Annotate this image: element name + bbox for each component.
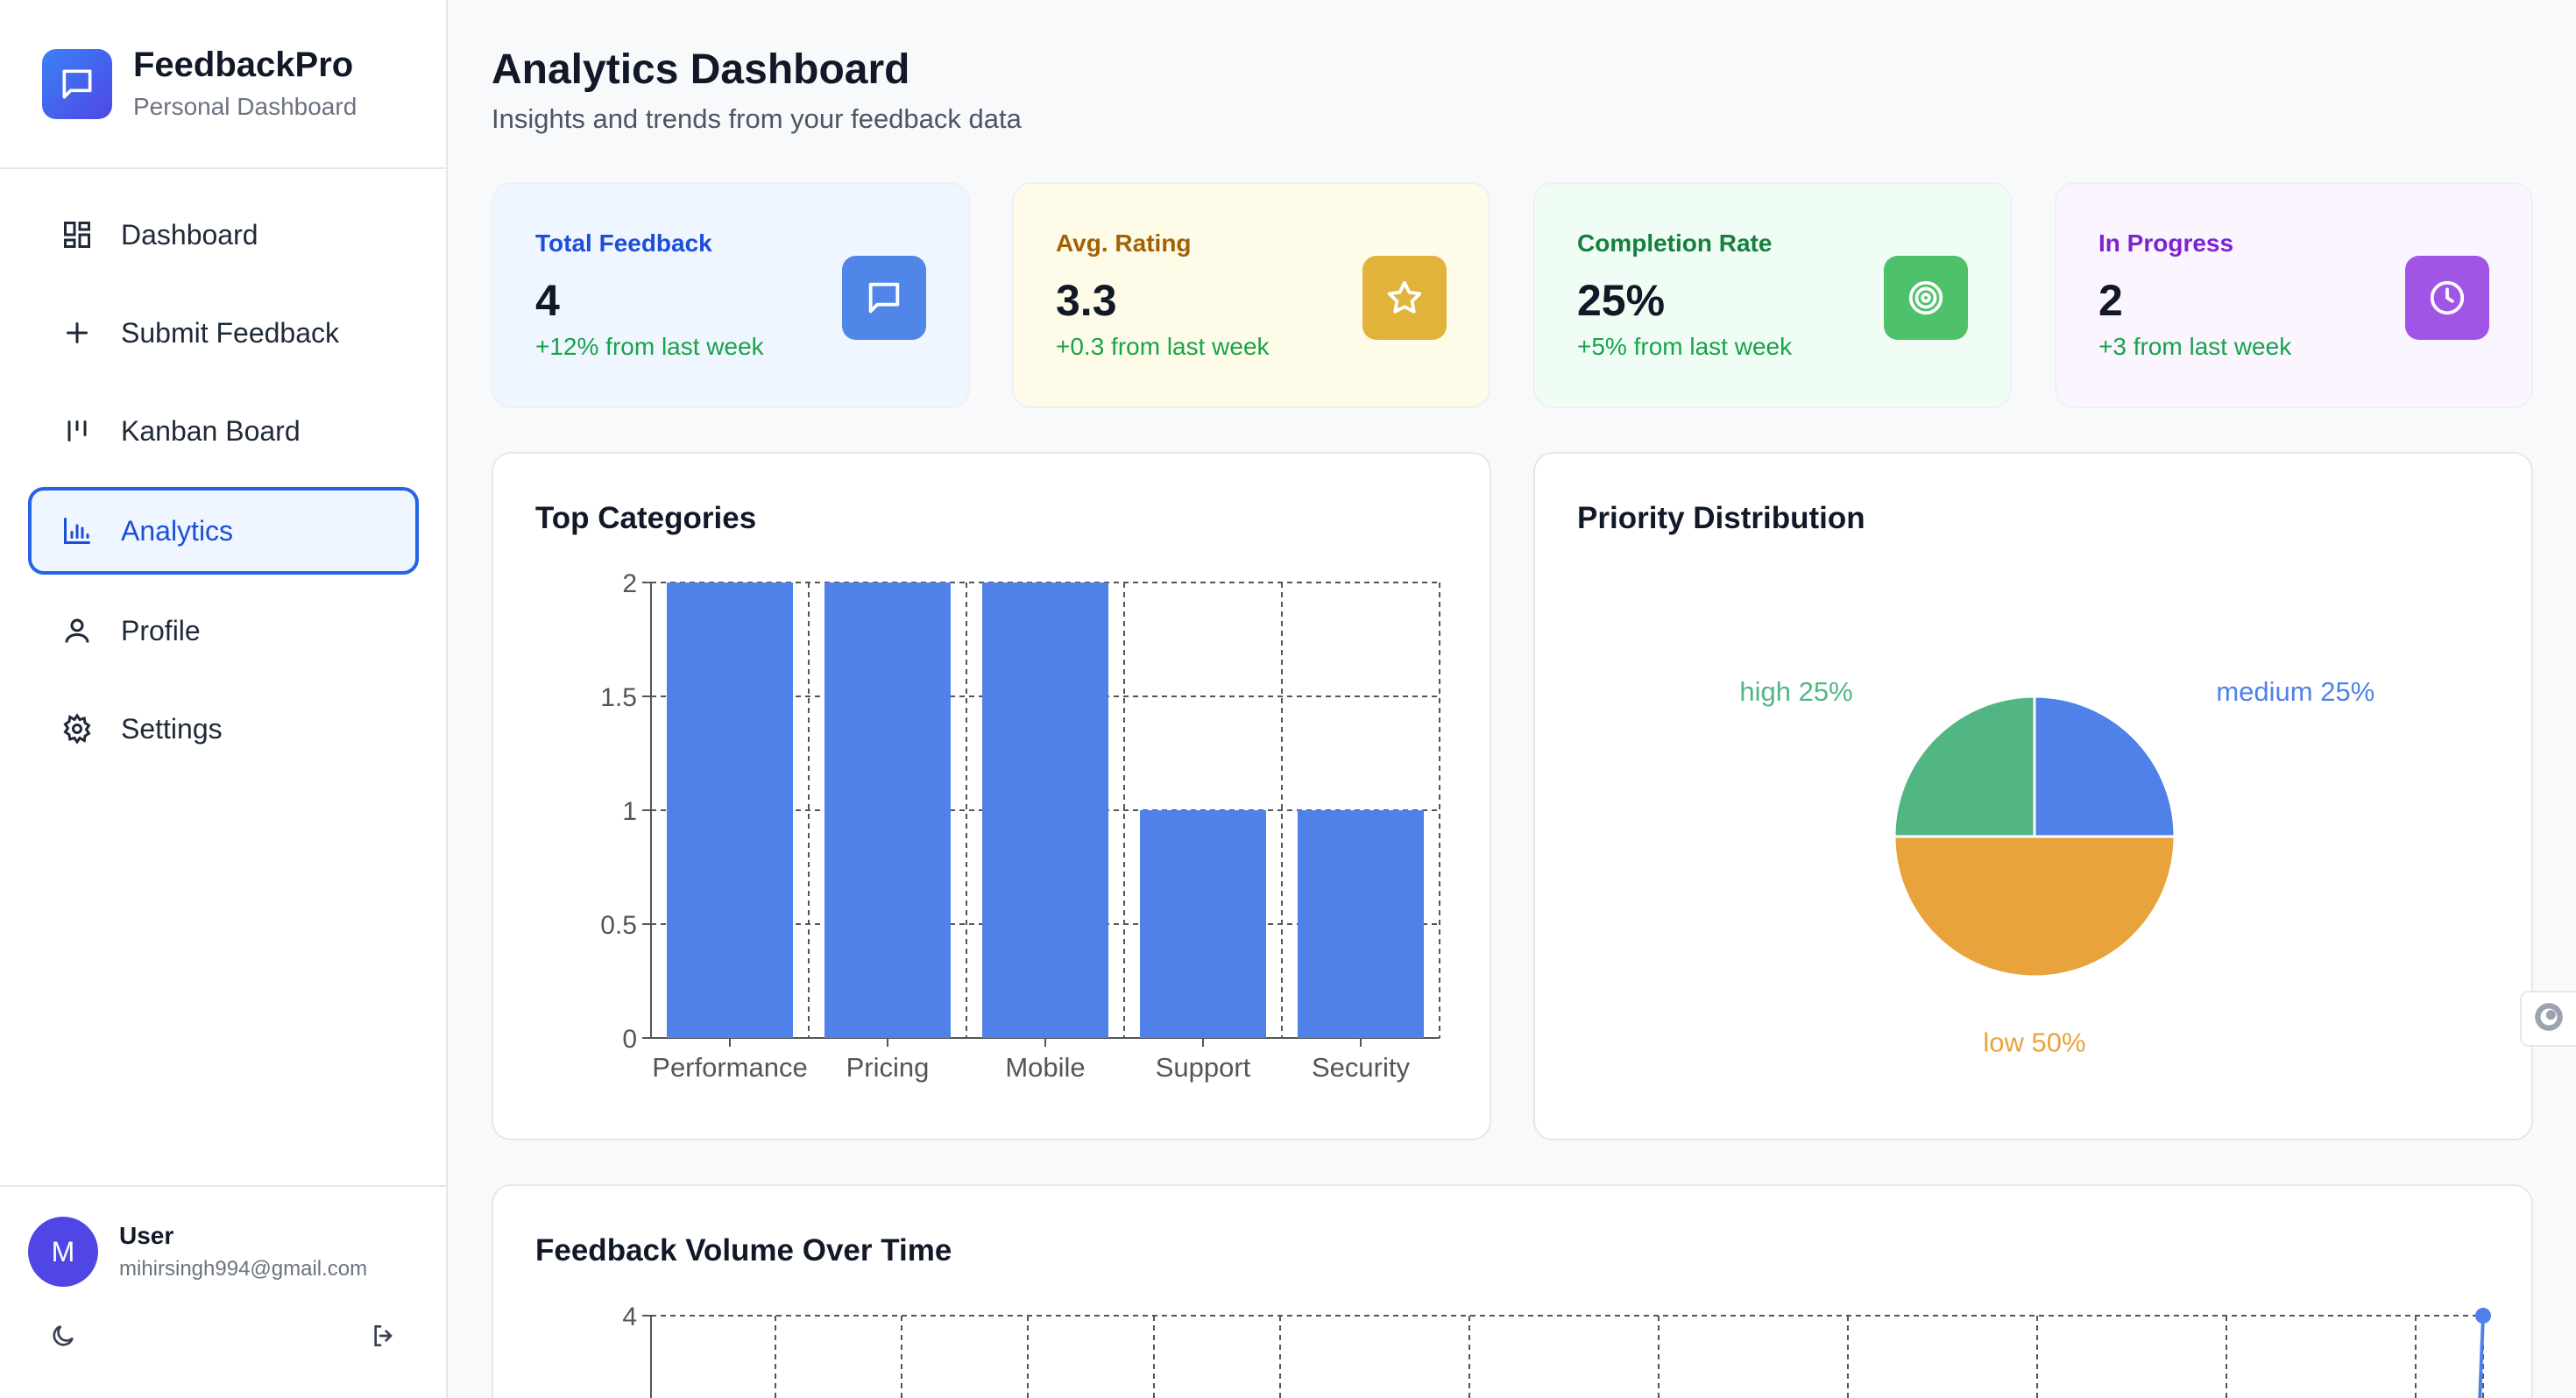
pie-slice [1893,695,2036,838]
x-tick-label: Support [1156,1052,1251,1083]
stat-value: 4 [535,276,560,325]
stat-label: Avg. Rating [1056,229,1192,257]
message-icon [42,49,112,119]
bar-chart-icon [60,513,95,548]
target-icon [1884,256,1968,340]
card-title: Priority Distribution [1577,501,1865,535]
sidebar-item-label: Profile [121,614,201,646]
layout-grid-icon [60,217,95,252]
pie-chart: medium 25% low 50% high 25% [1739,676,2374,1058]
theme-toggle-button[interactable] [44,1318,82,1357]
user-name: User [119,1222,174,1249]
sidebar-item-profile[interactable]: Profile [28,589,419,673]
stat-card-completion-rate: Completion Rate 25% +5% from last week [1533,182,2012,408]
line-chart: 4 [622,1303,2491,1398]
x-tick-label: Mobile [1005,1052,1085,1083]
pie-label: high 25% [1739,676,1852,707]
brand-subtitle: Personal Dashboard [133,93,357,120]
user-icon [60,613,95,648]
pie-label: medium 25% [2216,676,2374,707]
plus-icon [60,315,95,350]
sidebar-item-label: Kanban Board [121,414,301,447]
sidebar-item-label: Settings [121,712,223,745]
data-point [2475,1308,2491,1324]
sidebar-item-label: Submit Feedback [121,316,340,349]
bar-chart: 0 0.5 1 1.5 2 Performance Pricing Mobile Support… [600,569,1440,1083]
card-title: Feedback Volume Over Time [535,1233,952,1267]
feedback-volume-card: Feedback Volume Over Time 4 [492,1184,2533,1398]
user-panel: M User mihirsingh994@gmail.com [0,1185,448,1398]
logout-icon [370,1322,398,1354]
floating-widget-button[interactable] [2520,991,2576,1047]
sidebar-item-analytics[interactable]: Analytics [28,487,419,575]
series-line [2478,1315,2485,1398]
message-icon [842,256,926,340]
y-tick-label: 0.5 [600,911,637,940]
stat-label: In Progress [2098,229,2234,257]
gear-icon [60,711,95,746]
brand-title: FeedbackPro [133,46,354,84]
bar-performance [667,582,793,1038]
bar-mobile [982,582,1108,1038]
bar-support [1140,810,1266,1038]
logout-button[interactable] [364,1318,403,1357]
pie-slice [2033,695,2176,838]
stat-value: 3.3 [1056,276,1117,325]
pie-label: low 50% [1983,1027,2085,1058]
sidebar: FeedbackPro Personal Dashboard Dashboard… [0,0,448,1398]
widget-icon [2532,1000,2565,1038]
stat-label: Completion Rate [1577,229,1773,257]
y-tick-label: 4 [622,1303,637,1331]
bar-security [1298,810,1424,1038]
x-tick-label: Pricing [846,1052,930,1083]
priority-distribution-card: Priority Distribution medium 25% low 50% h… [1533,452,2533,1140]
stat-delta: +0.3 from last week [1056,333,1270,360]
top-categories-card: Top Categories 0 0.5 1 1.5 2 Performance Prici… [492,452,1491,1140]
stat-card-in-progress: In Progress 2 +3 from last week [2055,182,2533,408]
x-tick-label: Performance [652,1052,807,1083]
clock-icon [2405,256,2489,340]
stat-delta: +3 from last week [2098,333,2292,360]
sidebar-item-label: Analytics [121,514,234,547]
kanban-icon [60,413,95,448]
y-tick-label: 1.5 [600,683,637,712]
stat-delta: +5% from last week [1577,333,1793,360]
sidebar-item-dashboard[interactable]: Dashboard [28,193,419,277]
moon-icon [49,1322,77,1354]
page-title: Analytics Dashboard [492,46,910,93]
star-icon [1362,256,1447,340]
stat-value: 25% [1577,276,1666,325]
y-tick-label: 0 [622,1025,637,1054]
sidebar-item-settings[interactable]: Settings [28,687,419,771]
bar-pricing [824,582,951,1038]
stat-card-total-feedback: Total Feedback 4 +12% from last week [492,182,970,408]
y-tick-label: 1 [622,797,637,826]
avatar[interactable]: M [28,1217,98,1287]
stat-card-avg-rating: Avg. Rating 3.3 +0.3 from last week [1012,182,1490,408]
user-email: mihirsingh994@gmail.com [119,1257,368,1281]
sidebar-item-label: Dashboard [121,218,258,251]
sidebar-item-submit-feedback[interactable]: Submit Feedback [28,291,419,375]
page-subtitle: Insights and trends from your feedback d… [492,103,1022,134]
stat-delta: +12% from last week [535,333,764,360]
pie-slice [1893,835,2176,978]
sidebar-item-kanban-board[interactable]: Kanban Board [28,389,419,473]
stat-label: Total Feedback [535,229,712,257]
stat-value: 2 [2098,276,2123,325]
card-title: Top Categories [535,501,757,535]
x-tick-label: Security [1312,1052,1410,1083]
y-tick-label: 2 [622,569,637,598]
brand: FeedbackPro Personal Dashboard [0,0,446,169]
sidebar-nav: Dashboard Submit Feedback Kanban Board A… [28,193,419,785]
